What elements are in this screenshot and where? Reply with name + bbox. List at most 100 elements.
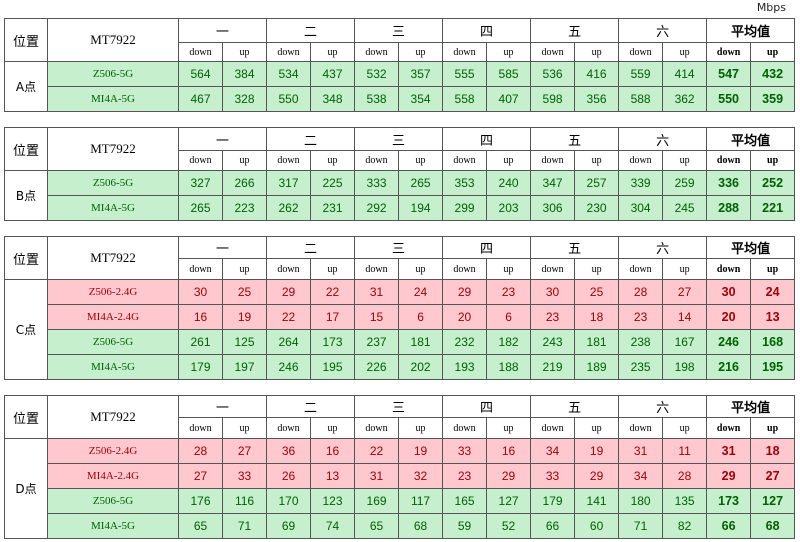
direction-header: up <box>221 42 268 62</box>
throughput-value: 28 <box>662 463 708 489</box>
throughput-value: 33 <box>530 463 576 489</box>
throughput-value: 27 <box>221 438 268 464</box>
direction-header: up <box>750 417 796 439</box>
throughput-value: 246 <box>706 329 752 355</box>
throughput-value: 231 <box>310 195 356 221</box>
throughput-value: 23 <box>530 304 576 330</box>
throughput-value: 31 <box>354 279 400 305</box>
location-label: C点 <box>4 279 48 380</box>
direction-header: down <box>530 417 576 439</box>
device-header: MT7922 <box>47 18 179 62</box>
unit-label: Mbps <box>756 1 786 14</box>
throughput-value: 6 <box>486 304 532 330</box>
router-name: Z506-5G <box>47 488 179 514</box>
throughput-value: 336 <box>706 170 752 196</box>
direction-header: up <box>398 417 444 439</box>
throughput-value: 226 <box>354 354 400 380</box>
subheader-row: down up down up down up down up down up down up down… <box>5 150 796 171</box>
throughput-value: 16 <box>178 304 223 330</box>
direction-header: down <box>530 258 576 280</box>
day-header: 三 <box>354 127 444 151</box>
throughput-value: 230 <box>574 195 620 221</box>
throughput-value: 19 <box>221 304 268 330</box>
router-name: Z506-2.4G <box>47 438 179 464</box>
direction-header: down <box>266 150 312 171</box>
throughput-value: 22 <box>310 279 356 305</box>
data-table: 位置 MT7922 一二三四五六平均值 down up down up down up down u… <box>4 236 796 380</box>
throughput-value: 23 <box>442 463 488 489</box>
throughput-value: 550 <box>706 86 752 112</box>
throughput-value: 558 <box>442 86 488 112</box>
throughput-value: 257 <box>574 170 620 196</box>
device-header: MT7922 <box>47 236 179 280</box>
direction-header: down <box>706 417 752 439</box>
direction-header: up <box>574 258 620 280</box>
throughput-value: 20 <box>442 304 488 330</box>
day-header: 四 <box>442 395 532 418</box>
direction-header: up <box>221 258 268 280</box>
data-row: C点 Z506-2.4G 30 25 29 22 31 24 29 23 30 25 28 27 30 24 <box>4 279 796 380</box>
throughput-value: 203 <box>486 195 532 221</box>
throughput-value: 25 <box>221 279 268 305</box>
throughput-value: 216 <box>706 354 752 380</box>
throughput-value: 536 <box>530 61 576 87</box>
throughput-value: 348 <box>310 86 356 112</box>
throughput-value: 169 <box>354 488 400 514</box>
direction-header: up <box>486 150 532 171</box>
location-label: B点 <box>4 170 48 221</box>
throughput-value: 125 <box>221 329 268 355</box>
router-name: MI4A-5G <box>47 354 179 380</box>
day-header: 三 <box>354 395 444 418</box>
throughput-value: 116 <box>221 488 268 514</box>
throughput-value: 30 <box>706 279 752 305</box>
throughput-value: 33 <box>442 438 488 464</box>
device-header: MT7922 <box>47 127 179 171</box>
direction-header: up <box>486 258 532 280</box>
throughput-value: 28 <box>178 438 223 464</box>
direction-header: up <box>574 417 620 439</box>
day-header: 四 <box>442 18 532 43</box>
day-header: 三 <box>354 236 444 259</box>
router-name: MI4A-5G <box>47 513 179 539</box>
data-row: Z506-5G 176 116 170 123 169 117 165 127 179 141 180… <box>5 488 796 514</box>
direction-header: down <box>530 150 576 171</box>
throughput-value: 33 <box>221 463 268 489</box>
throughput-value: 246 <box>266 354 312 380</box>
throughput-value: 194 <box>398 195 444 221</box>
throughput-value: 188 <box>486 354 532 380</box>
direction-header: down <box>618 417 664 439</box>
throughput-value: 416 <box>574 61 620 87</box>
throughput-value: 238 <box>618 329 664 355</box>
throughput-value: 74 <box>310 513 356 539</box>
direction-header: down <box>266 258 312 280</box>
throughput-value: 585 <box>486 61 532 87</box>
direction-header: down <box>178 417 223 439</box>
throughput-value: 117 <box>398 488 444 514</box>
throughput-value: 24 <box>750 279 796 305</box>
throughput-value: 288 <box>706 195 752 221</box>
throughput-value: 32 <box>398 463 444 489</box>
throughput-value: 135 <box>662 488 708 514</box>
data-row: MI4A-2.4G 27 33 26 13 31 32 23 29 33 29 34 28 29 27 <box>5 463 796 489</box>
throughput-value: 223 <box>221 195 268 221</box>
throughput-value: 6 <box>398 304 444 330</box>
throughput-value: 165 <box>442 488 488 514</box>
throughput-value: 467 <box>178 86 223 112</box>
direction-header: down <box>530 42 576 62</box>
throughput-value: 306 <box>530 195 576 221</box>
throughput-value: 29 <box>266 279 312 305</box>
throughput-value: 598 <box>530 86 576 112</box>
direction-header: down <box>618 258 664 280</box>
throughput-value: 19 <box>398 438 444 464</box>
throughput-value: 235 <box>618 354 664 380</box>
direction-header: down <box>178 258 223 280</box>
throughput-value: 532 <box>354 61 400 87</box>
location-label: A点 <box>4 61 48 112</box>
throughput-value: 219 <box>530 354 576 380</box>
throughput-value: 36 <box>266 438 312 464</box>
direction-header: down <box>266 417 312 439</box>
throughput-value: 564 <box>178 61 223 87</box>
direction-header: up <box>310 150 356 171</box>
router-name: MI4A-5G <box>47 86 179 112</box>
